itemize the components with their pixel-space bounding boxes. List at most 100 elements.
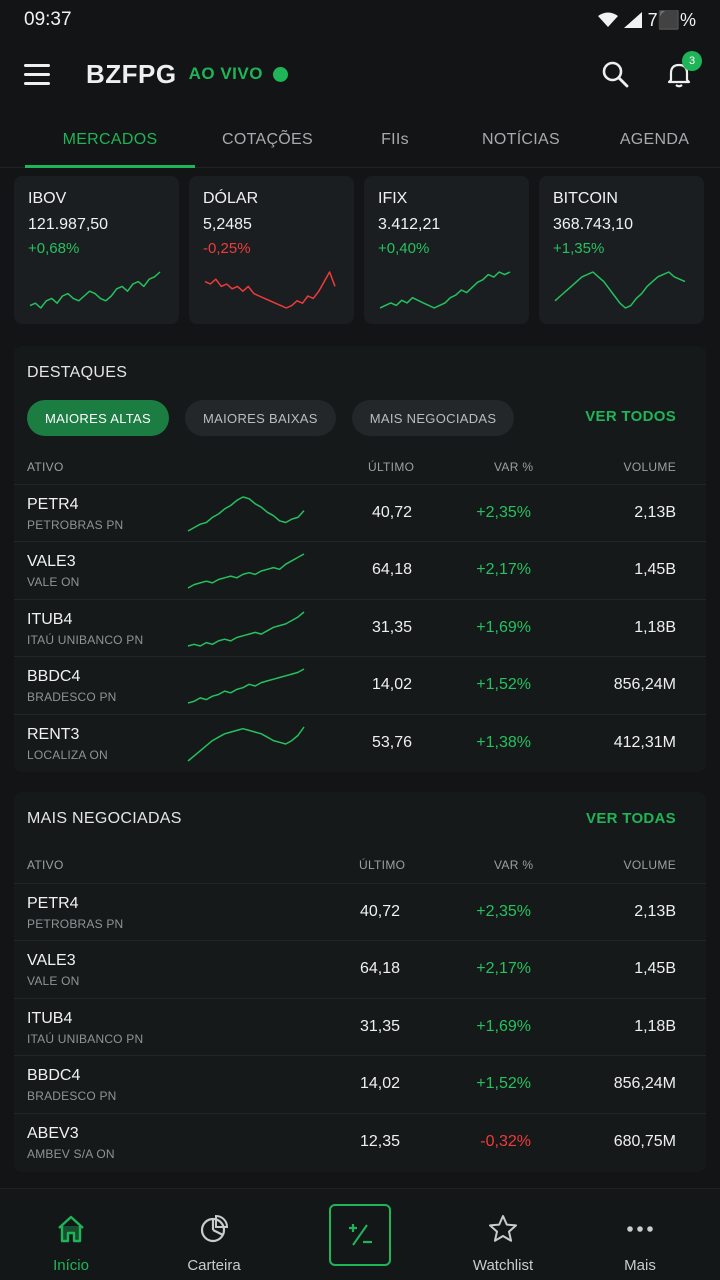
tab-agenda[interactable]: AGENDA — [619, 130, 690, 148]
asset-volume: 1,18B — [634, 1018, 676, 1035]
asset-ticker: BBDC4 — [27, 668, 81, 685]
index-name: BITCOIN — [553, 190, 618, 207]
asset-company: VALE ON — [27, 575, 80, 589]
market-tabs: MERCADOS COTAÇÕES FIIs NOTÍCIAS AGENDA — [0, 112, 720, 168]
index-value: 5,2485 — [203, 216, 252, 233]
table-row[interactable]: ITUB4 ITAÚ UNIBANCO PN 31,35 +1,69% 1,18… — [14, 599, 706, 656]
chip-maiores-altas[interactable]: MAIORES ALTAS — [27, 400, 170, 436]
live-label: AO VIVO — [188, 64, 263, 83]
nav-label: Watchlist — [472, 1257, 534, 1274]
asset-volume: 2,13B — [634, 903, 676, 920]
table-row[interactable]: VALE3 VALE ON 64,18 +2,17% 1,45B — [14, 541, 706, 598]
signal-icon — [623, 12, 642, 28]
asset-last-price: 14,02 — [359, 1075, 400, 1092]
tab-fiis[interactable]: FIIs — [381, 130, 409, 148]
asset-ticker: PETR4 — [27, 895, 79, 912]
more-dots-icon — [627, 1226, 653, 1232]
bell-icon — [667, 63, 691, 88]
asset-variation: +1,38% — [476, 734, 531, 751]
index-value: 368.743,10 — [553, 216, 634, 233]
asset-company: AMBEV S/A ON — [27, 1147, 115, 1161]
asset-sparkline — [187, 726, 305, 762]
table-row[interactable]: BBDC4 BRADESCO PN 14,02 +1,52% 856,24M — [14, 656, 706, 713]
sparkline-path — [29, 271, 161, 309]
index-name: IBOV — [28, 190, 67, 207]
see-all-highlights-link[interactable]: VER TODOS — [585, 408, 676, 425]
asset-last-price: 31,35 — [371, 619, 412, 636]
asset-company: ITAÚ UNIBANCO PN — [27, 633, 144, 647]
most-traded-panel: MAIS NEGOCIADAS VER TODAS ATIVO ÚLTIMO V… — [14, 792, 706, 1172]
asset-ticker: PETR4 — [27, 496, 79, 513]
column-header-asset: ATIVO — [27, 460, 64, 474]
asset-volume: 680,75M — [613, 1133, 676, 1150]
trade-button[interactable] — [329, 1204, 391, 1266]
chip-mais-negociadas[interactable]: MAIS NEGOCIADAS — [351, 400, 515, 436]
table-row[interactable]: BBDC4 BRADESCO PN 14,02 +1,52% 856,24M — [14, 1055, 706, 1112]
asset-ticker: ABEV3 — [27, 1125, 79, 1142]
tab-noticias[interactable]: NOTÍCIAS — [482, 130, 560, 148]
index-change: -0,25% — [203, 240, 251, 257]
tab-cotacoes[interactable]: COTAÇÕES — [221, 130, 313, 148]
search-button[interactable] — [598, 57, 632, 91]
sparkline-path — [187, 496, 305, 532]
index-card-bitcoin[interactable]: BITCOIN 368.743,10 +1,35% — [539, 176, 704, 324]
asset-volume: 1,18B — [634, 619, 676, 636]
asset-company: PETROBRAS PN — [27, 917, 124, 931]
table-row[interactable]: RENT3 LOCALIZA ON 53,76 +1,38% 412,31M — [14, 714, 706, 771]
asset-ticker: BBDC4 — [27, 1067, 81, 1084]
bottom-navigation: Início Carteira Watchlist — [0, 1188, 720, 1280]
home-icon — [58, 1215, 84, 1243]
asset-last-price: 64,18 — [359, 960, 400, 977]
see-all-most-traded-link[interactable]: VER TODAS — [586, 810, 676, 827]
table-row[interactable]: VALE3 VALE ON 64,18 +2,17% 1,45B — [14, 940, 706, 997]
asset-company: PETROBRAS PN — [27, 518, 124, 532]
index-card-ifix[interactable]: IFIX 3.412,21 +0,40% — [364, 176, 529, 324]
asset-company: BRADESCO PN — [27, 690, 117, 704]
tab-mercados[interactable]: MERCADOS — [25, 112, 195, 168]
asset-company: BRADESCO PN — [27, 1089, 117, 1103]
asset-volume: 412,31M — [613, 734, 676, 751]
nav-carteira[interactable]: Carteira — [154, 1189, 274, 1280]
index-value: 121.987,50 — [28, 216, 109, 233]
plus-minus-icon — [349, 1224, 372, 1246]
nav-inicio[interactable]: Início — [11, 1189, 131, 1280]
column-header-volume: VOLUME — [623, 858, 676, 872]
asset-company: ITAÚ UNIBANCO PN — [27, 1032, 144, 1046]
column-header-var: VAR % — [494, 460, 534, 474]
sparkline-path — [187, 611, 305, 647]
asset-variation: +1,52% — [476, 1075, 531, 1092]
table-row[interactable]: ITUB4 ITAÚ UNIBANCO PN 31,35 +1,69% 1,18… — [14, 998, 706, 1055]
nav-label: Carteira — [187, 1257, 241, 1274]
brand-title: BZFPG — [86, 58, 177, 89]
most-traded-title: MAIS NEGOCIADAS — [27, 810, 182, 827]
star-icon — [489, 1215, 517, 1242]
menu-icon[interactable] — [24, 56, 60, 92]
chip-maiores-baixas[interactable]: MAIORES BAIXAS — [185, 400, 336, 436]
sparkline-path — [554, 271, 686, 309]
notifications-button[interactable]: 3 — [662, 51, 702, 91]
table-row[interactable]: PETR4 PETROBRAS PN 40,72 +2,35% 2,13B — [14, 883, 706, 940]
asset-volume: 2,13B — [634, 504, 676, 521]
search-icon — [602, 61, 629, 88]
index-sparkline — [29, 271, 161, 309]
nav-watchlist[interactable]: Watchlist — [443, 1189, 563, 1280]
index-card-dolar[interactable]: DÓLAR 5,2485 -0,25% — [189, 176, 354, 324]
sparkline-path — [187, 553, 305, 589]
index-sparkline — [379, 271, 511, 309]
nav-mais[interactable]: Mais — [580, 1189, 700, 1280]
highlights-panel: DESTAQUES MAIORES ALTAS MAIORES BAIXAS M… — [14, 346, 706, 772]
column-header-last: ÚLTIMO — [359, 858, 406, 872]
asset-ticker: ITUB4 — [27, 1010, 73, 1027]
table-row[interactable]: PETR4 PETROBRAS PN 40,72 +2,35% 2,13B — [14, 484, 706, 541]
asset-variation: +2,35% — [476, 903, 531, 920]
asset-last-price: 64,18 — [371, 561, 412, 578]
asset-variation: +2,17% — [476, 960, 531, 977]
header-actions: 3 — [598, 51, 702, 91]
nav-label: Mais — [624, 1257, 656, 1274]
table-row[interactable]: ABEV3 AMBEV S/A ON 12,35 -0,32% 680,75M — [14, 1113, 706, 1170]
index-card-ibov[interactable]: IBOV 121.987,50 +0,68% — [14, 176, 179, 324]
index-value: 3.412,21 — [378, 216, 441, 233]
asset-sparkline — [187, 553, 305, 589]
asset-sparkline — [187, 496, 305, 532]
asset-variation: +1,69% — [476, 619, 531, 636]
